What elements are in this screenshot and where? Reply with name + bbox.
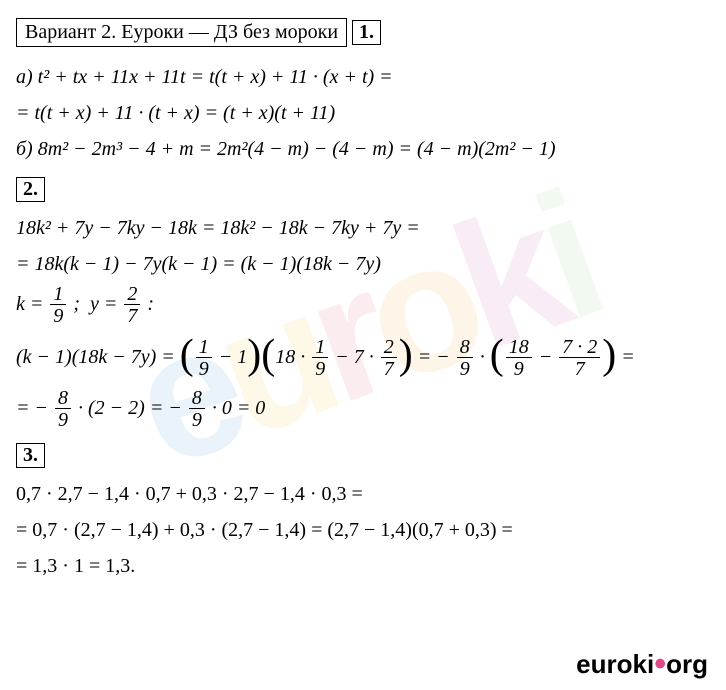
f1: 19 <box>196 337 212 380</box>
f2: 19 <box>312 337 328 380</box>
brand-dot: • <box>654 645 666 683</box>
brand-org: org <box>666 649 708 679</box>
t1: − 1 <box>214 346 248 368</box>
pl-f1: 89 <box>55 388 71 431</box>
p2-k-pre: k = <box>16 293 48 315</box>
p1-line-a1: а) t² + tx + 11x + 11t = t(t + x) + 11 ·… <box>16 61 710 93</box>
p2-line-1: 18k² + 7y − 7ky − 18k = 18k² − 18k − 7ky… <box>16 212 710 244</box>
p2-mid: ; y = <box>73 293 122 315</box>
p2-post: : <box>147 293 154 315</box>
f6: 7 · 27 <box>559 337 600 380</box>
f5: 189 <box>506 337 532 380</box>
problem-1-num: 1. <box>352 20 381 45</box>
p3-l3: = 1,3 · 1 = 1,3. <box>16 550 710 582</box>
p1-line-b1: б) 8m² − 2m³ − 4 + m = 2m²(4 − m) − (4 −… <box>16 133 710 165</box>
footer-brand: euroki•org <box>576 643 708 682</box>
t3: − 7 · <box>330 346 379 368</box>
p2-kvals: k = 19 ; y = 27 : <box>16 284 710 327</box>
p2-line-2: = 18k(k − 1) − 7y(k − 1) = (k − 1)(18k −… <box>16 248 710 280</box>
problem-3-num: 3. <box>16 443 45 468</box>
p3-l1: 0,7 · 2,7 − 1,4 · 0,7 + 0,3 · 2,7 − 1,4 … <box>16 478 710 510</box>
rparen2: ) <box>399 343 413 368</box>
lparen: ( <box>180 343 194 368</box>
p3-l2: = 0,7 · (2,7 − 1,4) + 0,3 · (2,7 − 1,4) … <box>16 514 710 546</box>
pl-f2: 89 <box>189 388 205 431</box>
p2-eval: (k − 1)(18k − 7y) = (19 − 1)(18 · 19 − 7… <box>16 337 710 380</box>
pl-t2: · (2 − 2) = − <box>73 397 187 419</box>
t4: = − <box>413 346 455 368</box>
f4: 89 <box>457 337 473 380</box>
p1-line-a2: = t(t + x) + 11 · (t + x) = (t + x)(t + … <box>16 97 710 129</box>
problem-2-num: 2. <box>16 177 45 202</box>
brand-eur: eur <box>576 649 616 679</box>
header-box: Вариант 2. Еуроки — ДЗ без мороки <box>16 18 347 47</box>
pl-t1: = − <box>16 397 53 419</box>
pl-t3: · 0 = 0 <box>207 397 266 419</box>
frac-2-7: 27 <box>124 284 140 327</box>
p2-last: = − 89 · (2 − 2) = − 89 · 0 = 0 <box>16 388 710 431</box>
t6: − <box>534 346 558 368</box>
f3: 27 <box>381 337 397 380</box>
p2e-pre: (k − 1)(18k − 7y) = <box>16 346 180 368</box>
brand-o: o <box>617 649 633 679</box>
brand-ki: ki <box>633 649 655 679</box>
lparen3: ( <box>490 343 504 368</box>
t7: = <box>616 346 635 368</box>
frac-1-9: 19 <box>50 284 66 327</box>
rparen3: ) <box>602 343 616 368</box>
t2: 18 · <box>275 346 310 368</box>
lparen2: ( <box>261 343 275 368</box>
rparen: ) <box>247 343 261 368</box>
page-content: Вариант 2. Еуроки — ДЗ без мороки 1. а) … <box>16 12 710 582</box>
t5: · <box>475 346 490 368</box>
